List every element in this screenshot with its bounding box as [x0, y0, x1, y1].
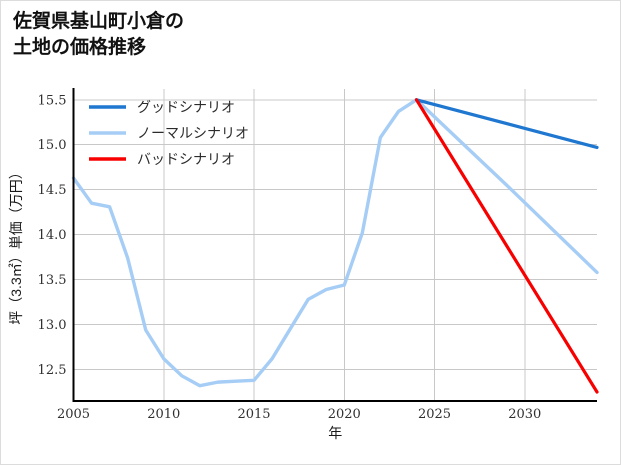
- x-tick-label: 2005: [57, 407, 90, 422]
- y-tick-label: 14.0: [38, 228, 67, 243]
- y-tick-label: 14.5: [38, 183, 67, 198]
- legend-label-normal: ノーマルシナリオ: [137, 126, 249, 142]
- x-tick-label: 2010: [147, 407, 180, 422]
- series-line-good: [414, 98, 599, 150]
- legend-label-good: グッドシナリオ: [137, 100, 235, 116]
- y-axis-title: 坪（3.3㎡）単価（万円）: [8, 165, 24, 324]
- y-axis-tick-labels: 12.5 13.0 13.5 14.0 14.5 15.0 15.5: [38, 93, 67, 378]
- x-tick-label: 2015: [237, 407, 270, 422]
- x-axis-tick-labels: 2005 2010 2015 2020 2025 2030: [57, 407, 541, 422]
- y-tick-label: 15.0: [38, 138, 67, 153]
- x-tick-label: 2020: [328, 407, 361, 422]
- x-tick-label: 2030: [508, 407, 541, 422]
- series-line-normal: [71, 98, 599, 388]
- y-tick-label: 15.5: [38, 93, 67, 108]
- series-lines: [71, 98, 599, 394]
- page-title: 佐賀県基山町小倉の 土地の価格推移: [13, 11, 185, 59]
- y-tick-label: 13.5: [38, 273, 67, 288]
- y-tick-label: 13.0: [38, 318, 67, 333]
- horizontal-gridlines: [73, 99, 597, 371]
- axis-spines: [72, 88, 597, 402]
- x-tick-label: 2025: [418, 407, 451, 422]
- x-axis-title: 年: [328, 425, 342, 441]
- y-tick-label: 12.5: [38, 363, 67, 378]
- legend-label-bad: バッドシナリオ: [137, 152, 235, 168]
- series-line-bad: [414, 98, 599, 394]
